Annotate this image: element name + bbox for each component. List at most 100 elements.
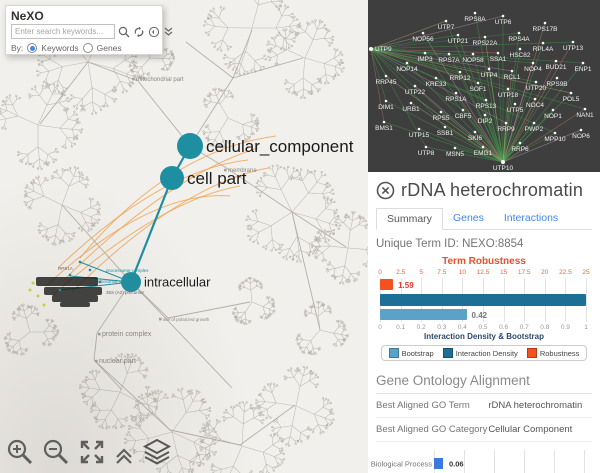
gene-node-label[interactable]: RRP12	[450, 75, 471, 82]
gene-node[interactable]	[384, 74, 388, 78]
keywords-radio[interactable]	[27, 43, 38, 53]
gene-node-label[interactable]: RPS22A	[473, 40, 499, 47]
search-icon[interactable]	[118, 26, 130, 38]
term-label[interactable]: nuclear part	[99, 358, 136, 365]
term-node-marker[interactable]	[159, 317, 162, 321]
fit-to-screen-button[interactable]	[78, 438, 106, 471]
gene-node-label[interactable]: UTP15	[409, 132, 430, 139]
gene-node-label[interactable]: RPL4A	[533, 46, 554, 53]
reset-view-icon[interactable]	[148, 26, 160, 38]
gene-node[interactable]	[439, 110, 443, 114]
gene-node[interactable]	[461, 108, 465, 112]
tiny-term-label[interactable]: RPS1A	[58, 266, 73, 271]
gene-node[interactable]	[417, 127, 421, 131]
gene-node-label[interactable]: KRE33	[426, 81, 447, 88]
gene-node[interactable]	[501, 14, 505, 18]
gene-node[interactable]	[555, 76, 559, 80]
gene-node[interactable]	[434, 76, 438, 80]
zoom-in-button[interactable]	[6, 438, 34, 471]
gene-node-label[interactable]: PWP2	[525, 126, 544, 133]
ontology-term-node[interactable]	[177, 133, 203, 159]
gene-node[interactable]	[454, 91, 458, 95]
gene-node-label[interactable]: RPS7A	[438, 57, 460, 64]
gene-node[interactable]	[532, 121, 536, 125]
refresh-icon[interactable]	[133, 26, 145, 38]
gene-node-label[interactable]: RPS1A	[445, 96, 467, 103]
gene-node[interactable]	[409, 101, 413, 105]
gene-node-label[interactable]: RPS4A	[508, 36, 530, 43]
gene-node-label[interactable]: UTP5	[507, 107, 524, 114]
hub-gene-node[interactable]	[501, 160, 505, 164]
gene-node[interactable]	[481, 145, 485, 149]
gene-node-label[interactable]: RRP6	[511, 146, 529, 153]
ontology-tree-canvas[interactable]: RPS1A processome complex ribosomal subunit…	[0, 0, 368, 473]
gene-node-label[interactable]: BUD21	[546, 64, 567, 71]
hub-gene-node[interactable]	[369, 47, 373, 51]
ontology-term-label[interactable]: cell part	[187, 169, 247, 188]
gene-node[interactable]	[533, 97, 537, 101]
gene-node[interactable]	[581, 61, 585, 65]
gene-network-panel[interactable]: UTP9 RPS8A UTP6 RPS17B UTP7 NOP56 UTP21 RPS22A R…	[368, 0, 600, 172]
term-label[interactable]: site of polarized growth	[163, 317, 210, 322]
gene-node[interactable]	[517, 31, 521, 35]
gene-node[interactable]	[471, 52, 475, 56]
gene-node-label[interactable]: DIM1	[378, 104, 394, 111]
gene-node-label[interactable]: UTP8	[418, 150, 435, 157]
gene-node-label[interactable]: RRP45	[376, 79, 397, 86]
gene-node[interactable]	[569, 91, 573, 95]
tab-summary[interactable]: Summary	[376, 208, 443, 230]
gene-node-label[interactable]: NOC4	[526, 102, 544, 109]
gene-node[interactable]	[443, 125, 447, 129]
gene-node[interactable]	[543, 21, 547, 25]
gene-node-label[interactable]: HSC82	[510, 52, 531, 59]
gene-node[interactable]	[579, 128, 583, 132]
gene-node[interactable]	[483, 113, 487, 117]
gene-node-label[interactable]: UTP20	[526, 85, 547, 92]
gene-node-label[interactable]: SSA1	[490, 56, 507, 63]
gene-node[interactable]	[518, 141, 522, 145]
gene-node[interactable]	[424, 145, 428, 149]
gene-node-label[interactable]: NOP56	[412, 36, 434, 43]
gene-node-label[interactable]: NOP58	[462, 57, 484, 64]
ontology-term-label[interactable]: cellular_component	[206, 137, 354, 156]
gene-node-label[interactable]: SOF1	[470, 86, 487, 93]
gene-node-label[interactable]: UTP21	[448, 38, 469, 45]
search-input[interactable]	[11, 24, 115, 39]
gene-node[interactable]	[423, 51, 427, 55]
gene-node-label[interactable]: URB1	[402, 106, 420, 113]
tab-genes[interactable]: Genes	[452, 212, 484, 224]
gene-node-label[interactable]: NOP4	[524, 66, 542, 73]
gene-node-label[interactable]: POL5	[563, 96, 580, 103]
gene-node-label[interactable]: NAN1	[576, 112, 594, 119]
gene-node[interactable]	[484, 98, 488, 102]
gene-node[interactable]	[413, 84, 417, 88]
gene-node-label[interactable]: UTP9	[375, 46, 392, 53]
gene-node[interactable]	[483, 35, 487, 39]
genes-radio[interactable]	[82, 43, 93, 53]
gene-node[interactable]	[405, 61, 409, 65]
gene-node-label[interactable]: RPS8A	[464, 16, 486, 23]
gene-node[interactable]	[456, 33, 460, 37]
gene-node-label[interactable]: MPP10	[544, 136, 566, 143]
gene-node-label[interactable]: UTP18	[498, 92, 519, 99]
gene-node-label[interactable]: EMG1	[474, 150, 493, 157]
gene-node[interactable]	[444, 19, 448, 23]
gene-node-label[interactable]: NOP14	[396, 66, 418, 73]
gene-node-label[interactable]: RPS5	[433, 115, 450, 122]
gene-node-label[interactable]: BMS1	[375, 125, 393, 132]
gene-node-label[interactable]: UTP13	[563, 45, 584, 52]
ontology-term-node[interactable]	[160, 166, 184, 190]
gene-node[interactable]	[476, 81, 480, 85]
gene-node[interactable]	[541, 41, 545, 45]
gene-node[interactable]	[421, 31, 425, 35]
ontology-term-node[interactable]	[121, 272, 141, 292]
gene-node-label[interactable]: DIP2	[478, 118, 493, 125]
gene-node-label[interactable]: IMP3	[417, 56, 433, 63]
term-label[interactable]: protein complex	[102, 331, 152, 338]
gene-node-label[interactable]: SKI6	[468, 135, 482, 142]
tiny-term-label[interactable]: ribosomal subunit	[98, 279, 134, 284]
gene-node-label[interactable]: RPS9B	[546, 81, 567, 88]
gene-node[interactable]	[513, 102, 517, 106]
collapse-panel-icon[interactable]	[163, 26, 174, 38]
gene-node[interactable]	[553, 131, 557, 135]
